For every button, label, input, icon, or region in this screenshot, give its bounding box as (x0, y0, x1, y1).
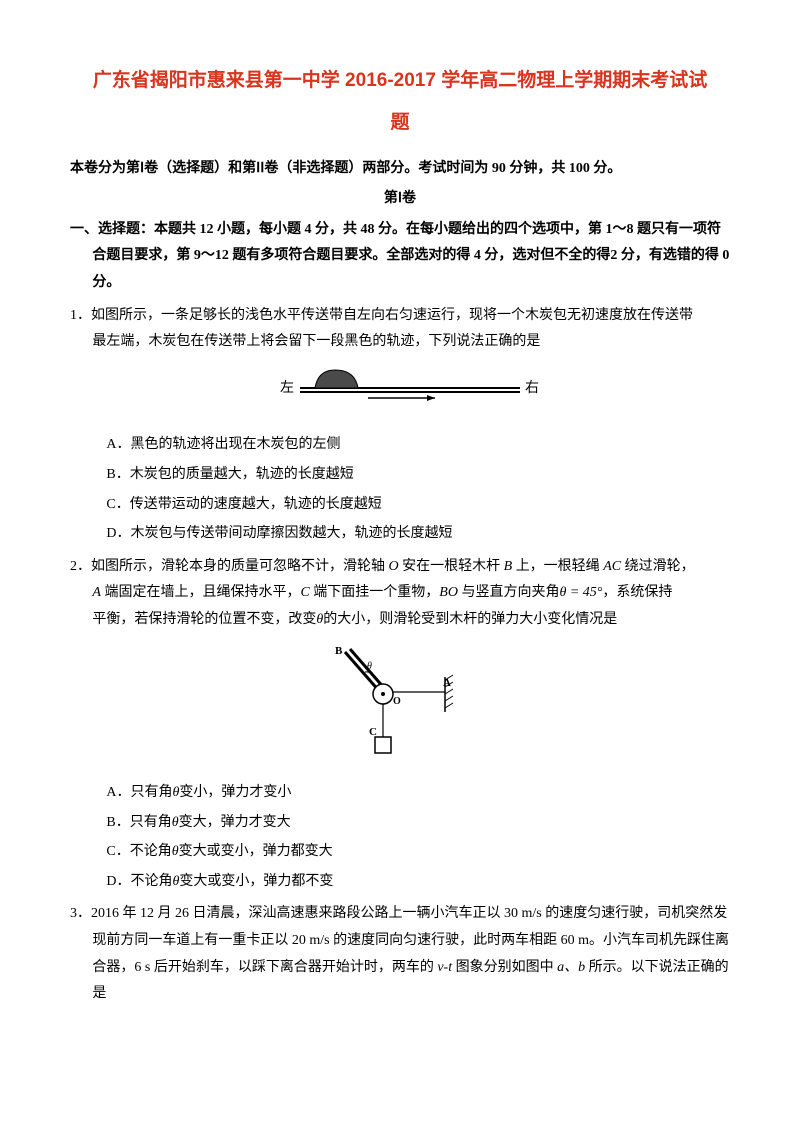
q2-option-b: B．只有角θ变大，弹力才变大 (106, 810, 730, 837)
svg-text:O: O (393, 696, 401, 707)
q1-figure: 左 右 (70, 364, 730, 425)
intro-text: 本卷分为第Ⅰ卷（选择题）和第ⅠⅠ卷（非选择题）两部分。考试时间为 90 分钟，共… (70, 156, 730, 183)
q1-option-d: D．木炭包与传送带间动摩擦因数越大，轨迹的长度越短 (106, 521, 730, 548)
q2-option-a: A．只有角θ变小，弹力才变小 (106, 780, 730, 807)
title-line1: 广东省揭阳市惠来县第一中学 2016-2017 学年高二物理上学期期末考试试 (70, 60, 730, 102)
q2-stem-1: 2．如图所示，滑轮本身的质量可忽略不计，滑轮轴 O 安在一根轻木杆 B 上，一根… (70, 554, 730, 581)
arrow-right-icon (427, 395, 435, 401)
q2-option-c: C．不论角θ变大或变小，弹力都变大 (106, 839, 730, 866)
fig-left-label: 左 (280, 380, 294, 396)
q2-stem-3: 平衡，若保持滑轮的位置不变，改变θ的大小，则滑轮受到木杆的弹力大小变化情况是 (70, 607, 730, 634)
fig-right-label: 右 (525, 380, 539, 396)
q1-option-b: B．木炭包的质量越大，轨迹的长度越短 (106, 462, 730, 489)
question-1: 1．如图所示，一条足够长的浅色水平传送带自左向右匀速运行，现将一个木炭包无初速度… (70, 303, 730, 548)
q1-option-a: A．黑色的轨迹将出现在木炭包的左侧 (106, 432, 730, 459)
q2-figure: B θ O A C (70, 642, 730, 773)
q1-option-c: C．传送带运动的速度越大，轨迹的长度越短 (106, 492, 730, 519)
part1-head: 第Ⅰ卷 (70, 186, 730, 213)
q3-stem: 3．2016 年 12 月 26 日清晨，深汕高速惠来路段公路上一辆小汽车正以 … (70, 901, 730, 1007)
q2-stem-2: A 端固定在墙上，且绳保持水平，C 端下面挂一个重物，BO 与竖直方向夹角θ =… (70, 580, 730, 607)
svg-text:C: C (369, 726, 377, 738)
title-line2: 题 (70, 102, 730, 144)
q1-stem-1: 1．如图所示，一条足够长的浅色水平传送带自左向右匀速运行，现将一个木炭包无初速度… (70, 303, 730, 330)
section-a-head: 一、选择题：本题共 12 小题，每小题 4 分，共 48 分。在每小题给出的四个… (70, 217, 730, 297)
question-2: 2．如图所示，滑轮本身的质量可忽略不计，滑轮轴 O 安在一根轻木杆 B 上，一根… (70, 554, 730, 896)
charcoal-bag-icon (315, 370, 358, 388)
question-3: 3．2016 年 12 月 26 日清晨，深汕高速惠来路段公路上一辆小汽车正以 … (70, 901, 730, 1007)
q2-option-d: D．不论角θ变大或变小，弹力都不变 (106, 869, 730, 896)
svg-text:θ: θ (367, 661, 372, 672)
svg-text:B: B (335, 645, 343, 657)
q1-stem-2: 最左端，木炭包在传送带上将会留下一段黑色的轨迹，下列说法正确的是 (70, 329, 730, 356)
